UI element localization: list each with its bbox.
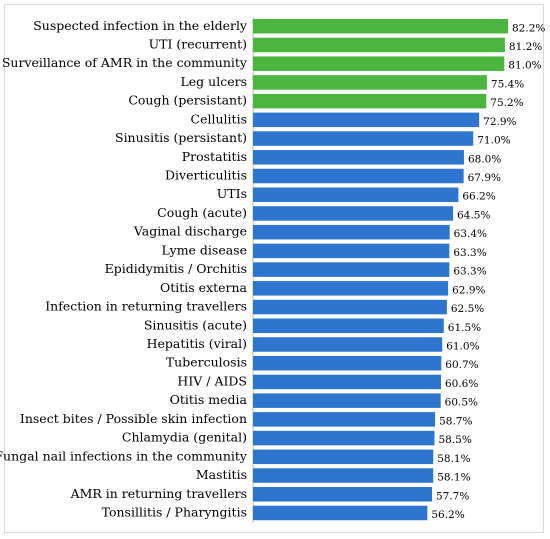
value-label: 81.2% <box>509 41 542 53</box>
value-label: 63.3% <box>453 247 486 259</box>
value-label: 57.7% <box>436 490 469 502</box>
category-label: Diverticulitis <box>165 168 247 183</box>
category-label: Leg ulcers <box>180 74 247 89</box>
category-label: Insect bites / Possible skin infection <box>20 411 247 426</box>
bar <box>253 75 487 90</box>
bar <box>253 262 450 277</box>
value-label: 75.2% <box>490 97 523 109</box>
category-label: Chlamydia (genital) <box>122 430 247 445</box>
bar <box>253 487 432 502</box>
bar <box>253 374 441 390</box>
value-label: 60.5% <box>445 397 478 409</box>
bar <box>253 355 442 371</box>
value-label: 82.2% <box>512 22 545 34</box>
category-label: Lyme disease <box>162 242 247 257</box>
category-label: Infection in returning travellers <box>45 299 247 314</box>
value-label: 67.9% <box>468 172 501 184</box>
category-label: UTIs <box>217 186 247 201</box>
bar <box>253 449 434 465</box>
bar <box>253 168 464 184</box>
value-label: 72.9% <box>483 116 516 128</box>
bar <box>253 299 447 315</box>
bar <box>253 243 450 259</box>
value-label: 66.2% <box>462 191 495 203</box>
value-label: 75.4% <box>491 78 524 90</box>
category-label: Surveillance of AMR in the community <box>2 55 248 70</box>
category-label: Cough (persistant) <box>128 93 247 108</box>
bar <box>253 206 454 221</box>
value-label: 58.1% <box>437 453 470 465</box>
value-label: 71.0% <box>477 135 510 147</box>
bar <box>253 430 435 446</box>
category-label: Otitis externa <box>160 280 248 295</box>
category-label: Hepatitis (viral) <box>147 336 247 351</box>
bar <box>253 93 487 109</box>
value-label: 58.7% <box>439 415 472 427</box>
bar <box>253 318 444 334</box>
value-label: 60.6% <box>445 378 478 390</box>
category-label: Epididymitis / Orchitis <box>105 261 247 276</box>
category-label: Sinusitis (persistant) <box>115 130 247 145</box>
category-label: Cough (acute) <box>157 205 247 220</box>
category-label: Vaginal discharge <box>133 224 247 239</box>
value-label: 81.0% <box>508 60 541 72</box>
category-label: HIV / AIDS <box>177 373 247 388</box>
value-label: 62.9% <box>452 284 485 296</box>
bar <box>253 19 508 34</box>
value-label: 64.5% <box>457 209 490 221</box>
category-label: Tuberculosis <box>166 355 247 370</box>
bar <box>253 131 474 146</box>
bar <box>253 56 505 71</box>
category-label: Prostatitis <box>182 149 247 164</box>
bar <box>253 187 459 202</box>
bar <box>253 150 464 165</box>
bar <box>253 412 436 427</box>
value-label: 56.2% <box>431 509 464 521</box>
bar <box>253 337 443 352</box>
value-label: 63.3% <box>453 266 486 278</box>
value-label: 58.1% <box>437 472 470 484</box>
bar <box>253 224 450 240</box>
category-label: Suspected infection in the elderly <box>33 18 248 33</box>
category-label: Cellulitis <box>191 111 247 126</box>
value-label: 58.5% <box>438 434 471 446</box>
category-label: Otitis media <box>170 392 248 407</box>
value-label: 61.0% <box>446 340 479 352</box>
category-label: Tonsillitis / Pharyngitis <box>102 504 247 519</box>
bar <box>253 281 449 296</box>
category-label: Fungal nail infections in the community <box>0 448 248 463</box>
bars-group: Suspected infection in the elderly 82.2% U… <box>0 18 545 521</box>
category-label: AMR in returning travellers <box>70 486 247 501</box>
bar <box>253 468 434 483</box>
category-label: Mastitis <box>196 467 247 482</box>
value-label: 62.5% <box>451 303 484 315</box>
value-label: 68.0% <box>468 153 501 165</box>
bar <box>253 37 505 53</box>
value-label: 61.5% <box>448 322 481 334</box>
bar <box>253 505 428 521</box>
bar <box>253 112 480 128</box>
value-label: 63.4% <box>454 228 487 240</box>
bar <box>253 393 441 408</box>
category-label: Sinusitis (acute) <box>144 317 247 332</box>
value-label: 60.7% <box>445 359 478 371</box>
category-label: UTI (recurrent) <box>149 36 247 51</box>
